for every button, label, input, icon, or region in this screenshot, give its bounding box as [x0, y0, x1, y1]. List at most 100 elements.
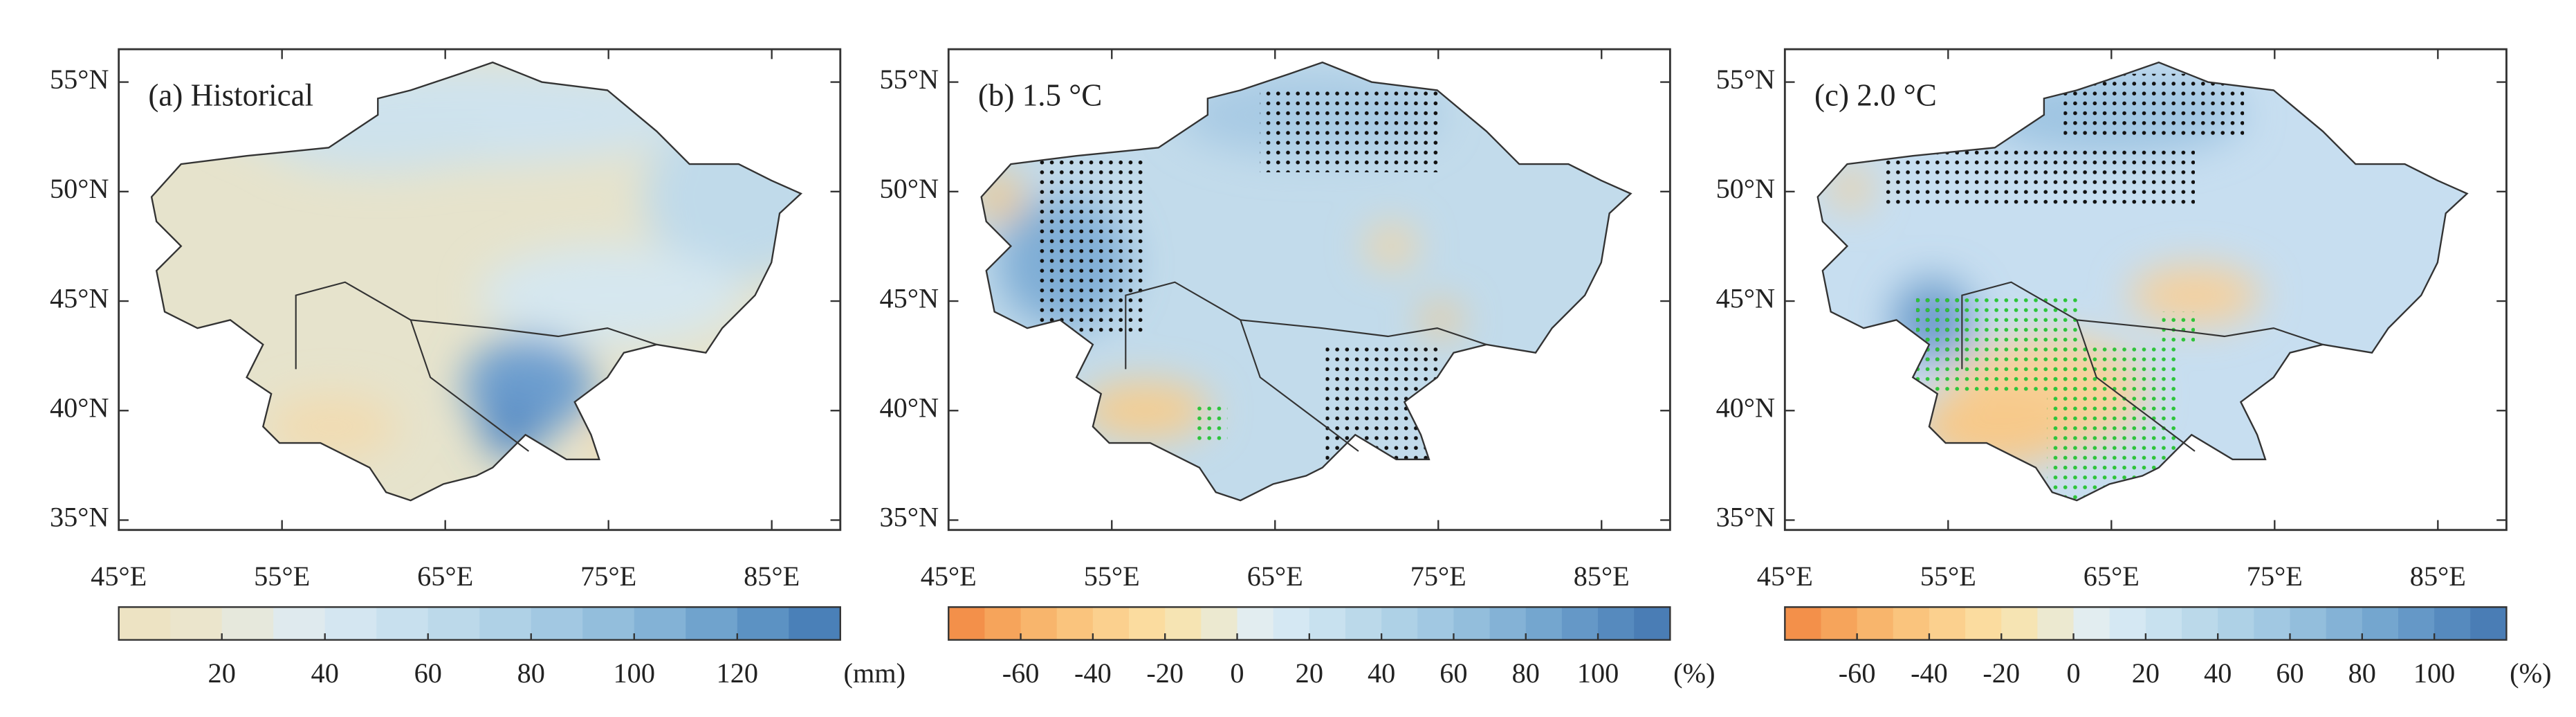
- colorbar-bin: [1453, 607, 1491, 640]
- colorbar-bin: [1857, 607, 1894, 640]
- lat-tick-label: 50°N: [1716, 173, 1776, 204]
- colorbar-tick-label: -40: [1911, 657, 1948, 689]
- colorbar-bin: [2182, 607, 2218, 640]
- lon-tick-label: 45°E: [921, 561, 977, 592]
- colorbar-bin: [1893, 607, 1930, 640]
- lon-tick-label: 85°E: [2410, 561, 2466, 592]
- colorbar-bin: [1821, 607, 1858, 640]
- colorbar-bin: [273, 607, 326, 640]
- lat-tick-label: 55°N: [1716, 64, 1776, 95]
- colorbar-bin: [948, 607, 986, 640]
- lon-tick-label: 85°E: [1574, 561, 1630, 592]
- lat-tick-label: 55°N: [50, 64, 109, 95]
- colorbar-bin: [634, 607, 686, 640]
- lat-tick-label: 40°N: [1716, 392, 1776, 424]
- anomaly: [1079, 381, 1211, 440]
- country-border: [1125, 281, 1487, 452]
- colorbar-bin: [531, 607, 583, 640]
- colorbar-bin: [2001, 607, 2039, 640]
- colorbar-tick-label: -40: [1074, 657, 1112, 689]
- lat-tick-label: 55°N: [880, 64, 939, 95]
- colorbar-bin: [2290, 607, 2327, 640]
- colorbar-tick-label: 20: [2132, 657, 2160, 689]
- stippling: [1038, 156, 1146, 336]
- colorbar-tick-label: 80: [2348, 657, 2376, 689]
- colorbar-tick-label: -20: [1146, 657, 1184, 689]
- colorbar-bin: [789, 607, 841, 640]
- colorbar-bin: [1785, 607, 1822, 640]
- lon-tick-label: 75°E: [2247, 561, 2303, 592]
- map-panel: (a) Historical 55°N 50°N 45°N 40°N 35°N 45°E 55…: [50, 48, 842, 592]
- colorbar-tick-label: -60: [1839, 657, 1876, 689]
- anomaly: [2301, 393, 2351, 427]
- colorbar-tick-label: 60: [2276, 657, 2303, 689]
- lon-tick-label: 55°E: [1920, 561, 1976, 592]
- stippling: [2162, 311, 2196, 345]
- stippling: [1325, 344, 1441, 476]
- anomaly: [594, 418, 661, 468]
- lon-tick-label: 65°E: [1247, 561, 1303, 592]
- colorbar-bin: [427, 607, 480, 640]
- anomaly: [1421, 303, 1460, 336]
- colorbar-bin: [1525, 607, 1563, 640]
- colorbar-tick-label: 100: [614, 657, 655, 689]
- colorbar-bin: [686, 607, 738, 640]
- colorbar-bin: [1056, 607, 1094, 640]
- colorbar-bin: [1345, 607, 1382, 640]
- colorbar-bin: [1417, 607, 1455, 640]
- lon-tick-label: 75°E: [580, 561, 636, 592]
- colorbar-tick-label: 80: [1512, 657, 1540, 689]
- colorbar-bin: [1273, 607, 1310, 640]
- colorbar-tick-label: 60: [1439, 657, 1467, 689]
- colorbar-tick-label: 100: [1577, 657, 1619, 689]
- colorbar-bin: [1929, 607, 1966, 640]
- colorbar: 20 40 60 80 100 120 (mm): [118, 606, 906, 689]
- colorbar: -60 -40 -20 0 20 40 60 80 100 (%): [948, 606, 1715, 689]
- field: [981, 62, 1631, 501]
- lat-tick-label: 35°N: [1716, 502, 1776, 533]
- lon-tick-label: 45°E: [91, 561, 147, 592]
- anomaly: [2129, 266, 2261, 325]
- colorbar-tick-label: -20: [1982, 657, 2020, 689]
- colorbar-bin: [582, 607, 635, 640]
- lon-tick-label: 45°E: [1757, 561, 1813, 592]
- colorbar-bin: [2362, 607, 2399, 640]
- lat-tick-label: 35°N: [50, 502, 109, 533]
- colorbar-bin: [2073, 607, 2110, 640]
- anomaly: [1830, 169, 1870, 209]
- colorbar-tick-label: 40: [2204, 657, 2232, 689]
- colorbar-tick-label: 40: [311, 657, 339, 689]
- anomaly: [479, 246, 742, 345]
- colorbar-bin: [221, 607, 274, 640]
- colorbar-unit: (mm): [844, 657, 906, 689]
- panel-title: (b) 1.5 °C: [978, 78, 1102, 113]
- colorbar-bin: [2109, 607, 2146, 640]
- colorbar-bin: [1092, 607, 1130, 640]
- lat-tick-label: 50°N: [50, 173, 109, 204]
- colorbar-bin: [2145, 607, 2182, 640]
- map-frame: [947, 48, 1671, 532]
- colorbar-bin: [1201, 607, 1238, 640]
- colorbar-bin: [1598, 607, 1635, 640]
- colorbar-bin: [1129, 607, 1166, 640]
- colorbar-bin: [737, 607, 789, 640]
- map-panel: (b) 1.5 °C 55°N 50°N 45°N 40°N 35°N 45°E 55°E 65…: [880, 48, 1671, 592]
- lat-tick-label: 35°N: [880, 502, 939, 533]
- lat-tick-label: 40°N: [880, 392, 939, 424]
- lat-tick-label: 45°N: [1716, 282, 1776, 314]
- panel-title: (a) Historical: [148, 78, 313, 113]
- field: [1817, 62, 2467, 501]
- colorbar-bin: [1965, 607, 2002, 640]
- anomaly: [1366, 226, 1416, 266]
- colorbar-bin: [324, 607, 377, 640]
- colorbar-bin: [376, 607, 429, 640]
- lon-tick-label: 55°E: [1084, 561, 1140, 592]
- colorbar-bin: [1561, 607, 1599, 640]
- colorbar-bin: [1020, 607, 1058, 640]
- colorbar-bin: [1634, 607, 1671, 640]
- colorbar-bin: [1165, 607, 1202, 640]
- colorbar-bin: [118, 607, 171, 640]
- panel-title: (c) 2.0 °C: [1814, 78, 1937, 113]
- colorbar-tick-label: 40: [1368, 657, 1395, 689]
- lon-tick-label: 65°E: [417, 561, 473, 592]
